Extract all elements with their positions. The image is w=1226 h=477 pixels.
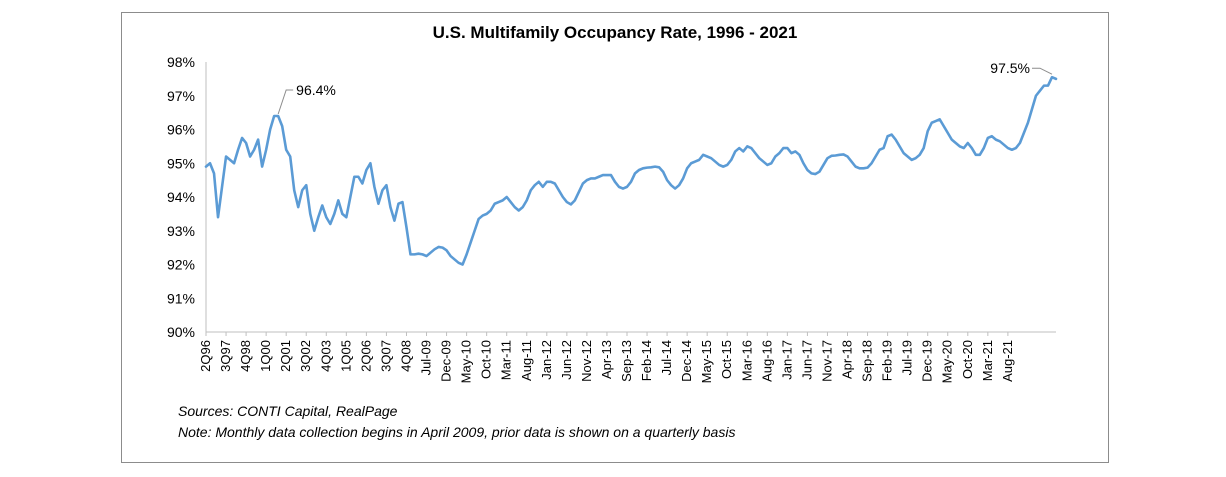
x-tick-label: Dec-09 xyxy=(439,340,454,382)
x-tick-label: Jul-19 xyxy=(900,340,915,375)
occupancy-line-chart: 90% 91% 92% 93% 94% 95% 96% 97% 98% 2Q96 3Q97 4Q98 1… xyxy=(167,54,1058,383)
chart-notes: Sources: CONTI Capital, RealPage Note: M… xyxy=(178,401,735,443)
x-tick-label: Mar-11 xyxy=(499,340,514,380)
y-tick-label: 95% xyxy=(167,155,195,171)
x-tick-label: Apr-13 xyxy=(599,340,614,379)
methodology-note: Note: Monthly data collection begins in … xyxy=(178,424,736,440)
x-tick-label: Jun-17 xyxy=(799,340,814,380)
x-tick-label: Jul-14 xyxy=(659,340,674,375)
x-tick-label: 2Q96 xyxy=(198,340,213,372)
sources-note: Sources: CONTI Capital, RealPage xyxy=(178,403,398,419)
annotation-leader-line xyxy=(1031,67,1053,75)
occupancy-series-line xyxy=(204,75,1058,266)
x-tick-label: Jun-12 xyxy=(559,340,574,380)
x-tick-label: 1Q00 xyxy=(258,340,273,372)
x-tick-label: 1Q05 xyxy=(338,340,353,372)
y-tick-label: 97% xyxy=(167,88,195,104)
x-tick-label: 4Q03 xyxy=(318,340,333,372)
x-tick-label: Oct-20 xyxy=(960,340,975,379)
x-tick-label: Aug-11 xyxy=(519,340,534,381)
y-tick-label: 98% xyxy=(167,54,195,70)
x-tick-label: Dec-19 xyxy=(920,340,935,382)
x-tick-label: Oct-10 xyxy=(479,340,494,379)
x-tick-label: Jan-12 xyxy=(539,340,554,380)
annotation-label: 96.4% xyxy=(296,82,336,98)
annotation-leader-line xyxy=(277,89,294,115)
x-tick-label: Mar-16 xyxy=(739,340,754,381)
y-tick-label: 90% xyxy=(167,324,195,340)
x-tick-label: Aug-21 xyxy=(1000,340,1015,382)
x-tick-label: Jul-09 xyxy=(419,340,434,375)
x-tick-label: May-20 xyxy=(940,340,955,383)
annotation-label: 97.5% xyxy=(990,60,1030,76)
y-tick-label: 92% xyxy=(167,257,195,273)
x-tick-label: 3Q97 xyxy=(218,340,233,372)
y-tick-label: 94% xyxy=(167,189,195,205)
chart-title: U.S. Multifamily Occupancy Rate, 1996 - … xyxy=(432,23,798,42)
x-tick-label: May-10 xyxy=(459,340,474,383)
x-tick-label: Oct-15 xyxy=(719,340,734,379)
x-tick-label: Jan-17 xyxy=(779,340,794,380)
x-tick-label: Dec-14 xyxy=(679,340,694,382)
x-tick-label: Aug-16 xyxy=(759,340,774,382)
x-tick-label: Nov-12 xyxy=(579,340,594,382)
y-tick-label: 91% xyxy=(167,290,195,306)
x-tick-label: 4Q08 xyxy=(398,340,413,372)
x-tick-label: 3Q07 xyxy=(378,340,393,372)
x-tick-label: Mar-21 xyxy=(980,340,995,381)
x-tick-label: May-15 xyxy=(699,340,714,383)
x-tick-label: 3Q02 xyxy=(298,340,313,372)
y-tick-label: 93% xyxy=(167,223,195,239)
x-tick-label: Apr-18 xyxy=(840,340,855,379)
y-tick-label: 96% xyxy=(167,122,195,138)
x-tick-label: Feb-14 xyxy=(639,340,654,381)
chart-frame: U.S. Multifamily Occupancy Rate, 1996 - … xyxy=(121,12,1109,463)
x-tick-label: Sep-13 xyxy=(619,340,634,382)
x-tick-label: 4Q98 xyxy=(238,340,253,372)
x-tick-label: Nov-17 xyxy=(819,340,834,382)
x-tick-label: 2Q06 xyxy=(358,340,373,372)
x-tick-label: 2Q01 xyxy=(278,340,293,372)
x-tick-label: Sep-18 xyxy=(860,340,875,382)
x-tick-label: Feb-19 xyxy=(880,340,895,381)
